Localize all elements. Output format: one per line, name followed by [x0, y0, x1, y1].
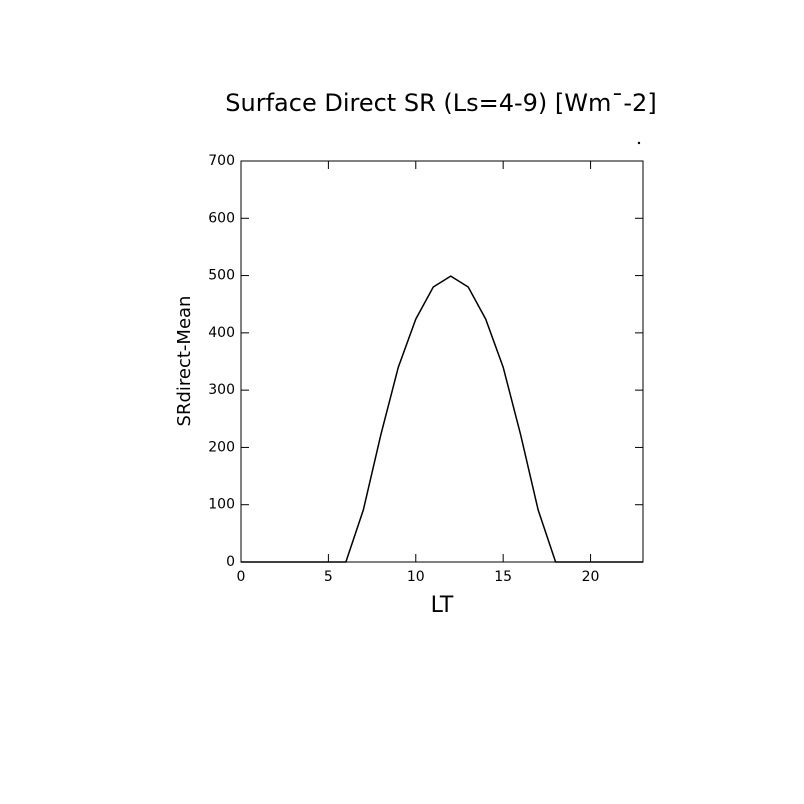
y-tick-label: 700: [208, 153, 235, 169]
chart-title: Surface Direct SR (Ls=4-9) [Wm¯-2]: [225, 89, 656, 117]
data-line: [241, 275, 643, 563]
plot-frame: [240, 160, 644, 563]
x-tick-label: 15: [494, 569, 512, 585]
y-axis-label: SRdirect-Mean: [174, 296, 195, 427]
dot: [637, 141, 641, 145]
y-tick-label: 100: [208, 497, 235, 513]
x-tick-label: 10: [407, 569, 425, 585]
x-axis-label: LT: [431, 593, 454, 618]
x-tick-label: 0: [237, 569, 246, 585]
y-tick-label: 400: [208, 325, 235, 341]
y-tick-label: 0: [226, 554, 235, 570]
x-tick-label: 5: [324, 569, 333, 585]
y-tick-label: 200: [208, 439, 235, 455]
y-tick-label: 300: [208, 382, 235, 398]
y-tick-label: 600: [208, 210, 235, 226]
y-tick-label: 500: [208, 268, 235, 284]
x-tick-label: 20: [582, 569, 600, 585]
